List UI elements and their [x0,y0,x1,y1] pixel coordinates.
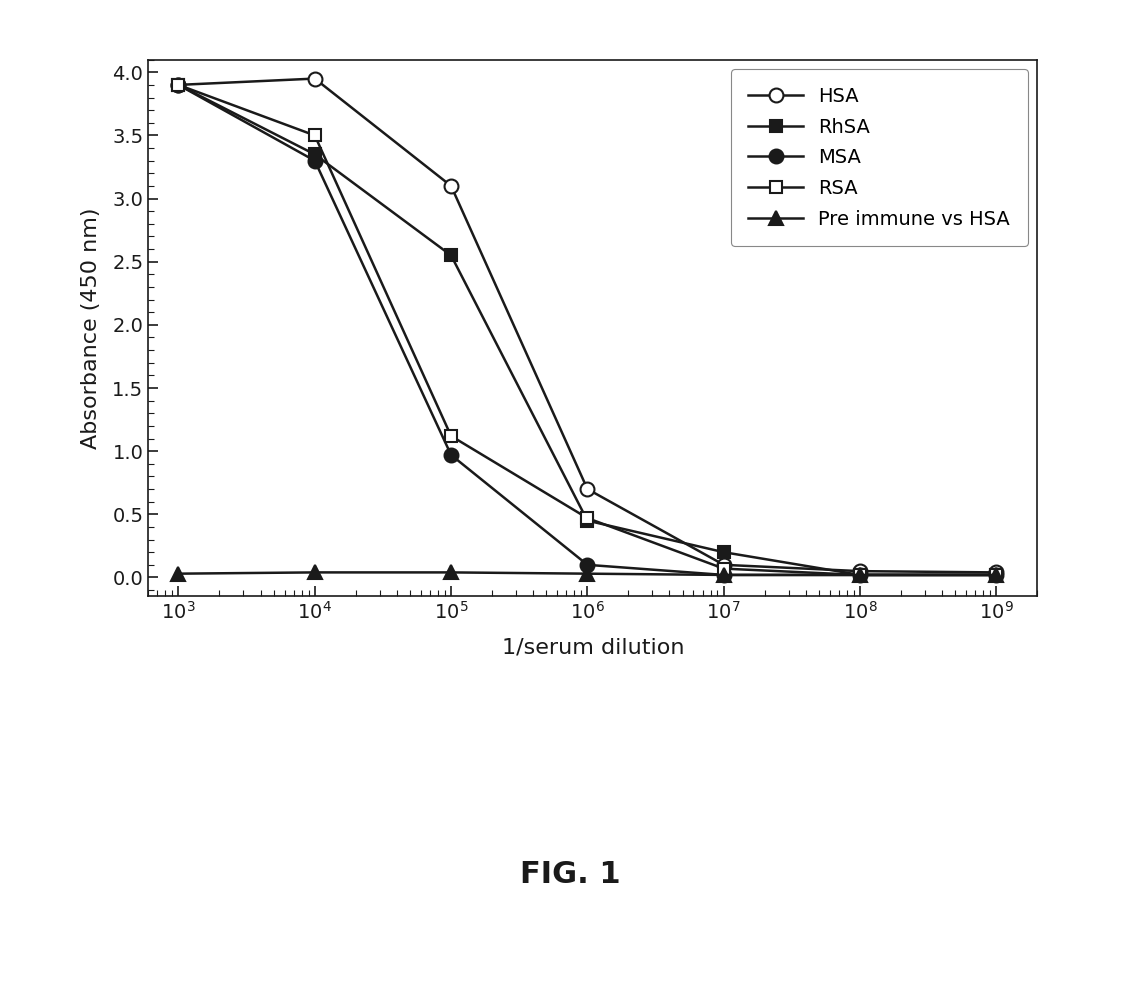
HSA [580,483,594,495]
RSA [172,79,186,90]
HSA [853,566,866,578]
Pre immune vs HSA [717,569,731,580]
MSA [717,569,731,580]
Pre immune vs HSA [445,567,458,579]
RhSA [445,249,458,261]
Line: RhSA: RhSA [172,79,1002,581]
MSA [990,569,1003,580]
RSA [717,563,731,575]
Line: MSA: MSA [171,78,1003,581]
RSA [580,512,594,524]
Line: Pre immune vs HSA: Pre immune vs HSA [171,566,1003,581]
MSA [172,79,186,90]
Pre immune vs HSA [172,568,186,580]
Legend: HSA, RhSA, MSA, RSA, Pre immune vs HSA: HSA, RhSA, MSA, RSA, Pre immune vs HSA [731,70,1027,247]
Y-axis label: Absorbance (450 nm): Absorbance (450 nm) [81,208,101,448]
MSA [853,569,866,580]
RhSA [853,569,866,580]
Pre immune vs HSA [853,569,866,580]
RhSA [172,79,186,90]
RhSA [308,148,321,160]
Line: HSA: HSA [171,72,1003,580]
Pre immune vs HSA [990,569,1003,580]
MSA [580,559,594,571]
HSA [990,567,1003,579]
Text: FIG. 1: FIG. 1 [520,860,620,890]
Pre immune vs HSA [580,568,594,580]
HSA [172,79,186,90]
RSA [308,129,321,141]
HSA [445,180,458,192]
RhSA [717,547,731,559]
MSA [308,155,321,167]
Line: RSA: RSA [172,79,1002,581]
RSA [853,569,866,580]
HSA [308,73,321,84]
X-axis label: 1/serum dilution: 1/serum dilution [502,637,684,657]
Pre immune vs HSA [308,567,321,579]
RSA [445,430,458,442]
RhSA [580,515,594,527]
RSA [990,569,1003,580]
MSA [445,449,458,461]
RhSA [990,569,1003,580]
HSA [717,559,731,571]
